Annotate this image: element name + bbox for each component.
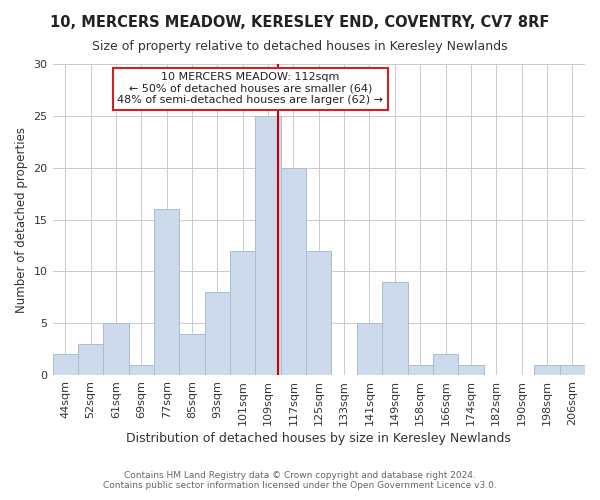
Bar bbox=[53, 354, 78, 375]
Bar bbox=[382, 282, 407, 375]
X-axis label: Distribution of detached houses by size in Keresley Newlands: Distribution of detached houses by size … bbox=[127, 432, 511, 445]
Bar bbox=[128, 365, 154, 375]
Bar bbox=[230, 250, 256, 375]
Text: Size of property relative to detached houses in Keresley Newlands: Size of property relative to detached ho… bbox=[92, 40, 508, 53]
Bar bbox=[179, 334, 205, 375]
Bar bbox=[281, 168, 306, 375]
Bar bbox=[306, 250, 331, 375]
Bar bbox=[534, 365, 560, 375]
Bar bbox=[154, 209, 179, 375]
Y-axis label: Number of detached properties: Number of detached properties bbox=[15, 126, 28, 312]
Text: 10 MERCERS MEADOW: 112sqm
← 50% of detached houses are smaller (64)
48% of semi-: 10 MERCERS MEADOW: 112sqm ← 50% of detac… bbox=[118, 72, 383, 106]
Bar bbox=[103, 324, 128, 375]
Bar bbox=[458, 365, 484, 375]
Text: Contains HM Land Registry data © Crown copyright and database right 2024.
Contai: Contains HM Land Registry data © Crown c… bbox=[103, 470, 497, 490]
Bar bbox=[78, 344, 103, 375]
Bar bbox=[560, 365, 585, 375]
Bar bbox=[433, 354, 458, 375]
Bar bbox=[357, 324, 382, 375]
Bar bbox=[205, 292, 230, 375]
Text: 10, MERCERS MEADOW, KERESLEY END, COVENTRY, CV7 8RF: 10, MERCERS MEADOW, KERESLEY END, COVENT… bbox=[50, 15, 550, 30]
Bar bbox=[407, 365, 433, 375]
Bar bbox=[256, 116, 281, 375]
